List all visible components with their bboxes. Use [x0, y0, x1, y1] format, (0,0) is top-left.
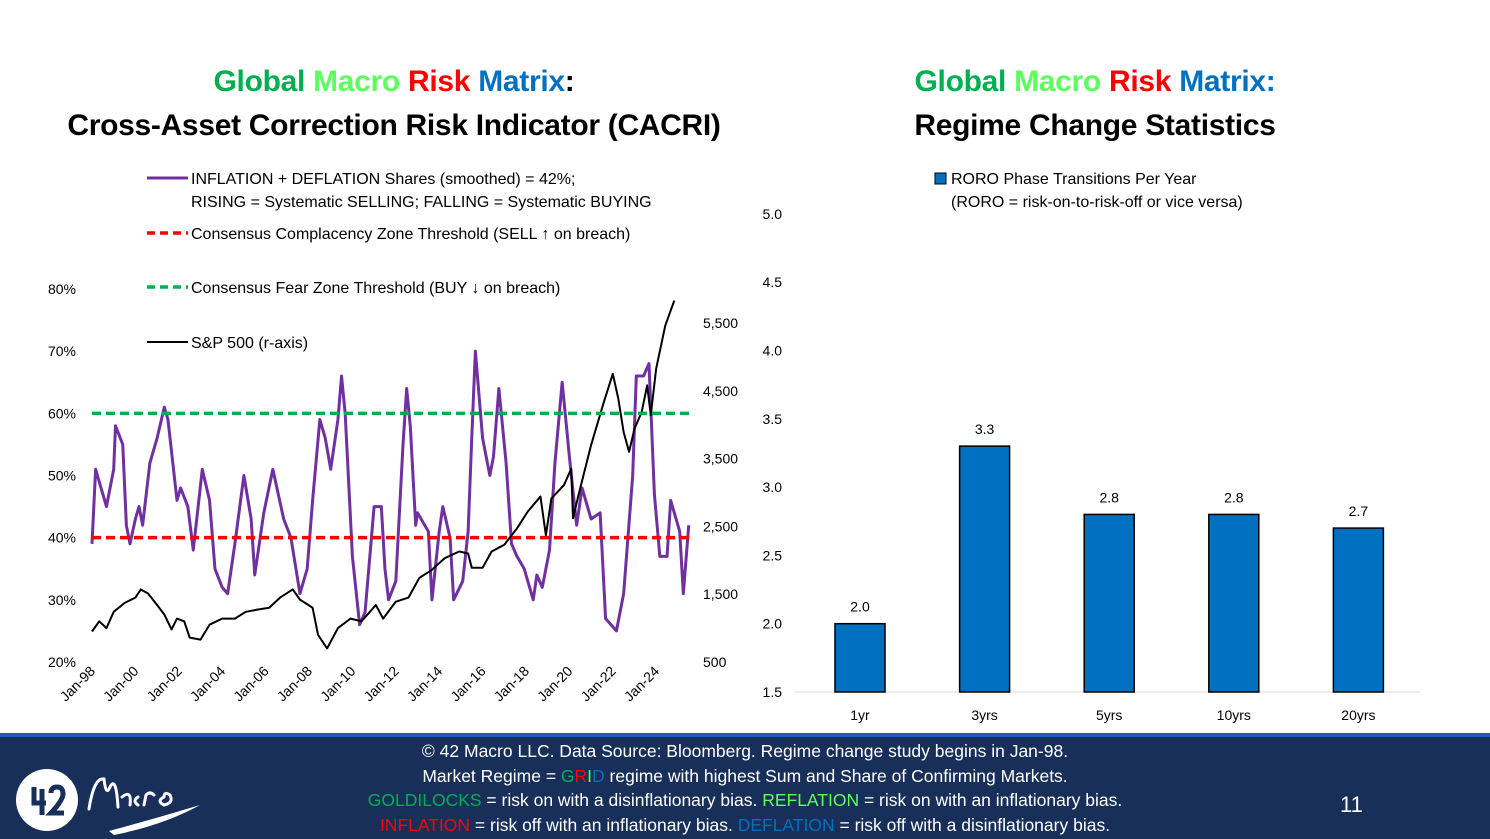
left-chart-title: Global Macro Risk Matrix: Cross-Asset Co…: [0, 60, 788, 148]
grid-i: I: [587, 765, 593, 786]
bar-y-axis-tick: 3.5: [763, 411, 783, 427]
footer-text: = risk on with an inflationary bias.: [859, 790, 1123, 810]
page-number: 11: [1340, 792, 1363, 817]
left-axis-tick: 30%: [48, 592, 76, 608]
footer: © 42 Macro LLC. Data Source: Bloomberg. …: [0, 733, 1490, 839]
left-axis-tick: 20%: [48, 654, 76, 670]
title-matrix: Matrix: [478, 65, 565, 98]
x-axis-tick: Jan-02: [143, 663, 185, 705]
x-axis-tick: Jan-14: [404, 663, 446, 705]
legend-roro-line1: RORO Phase Transitions Per Year: [951, 171, 1197, 188]
goldilocks-label: GOLDILOCKS: [367, 790, 482, 810]
bar-3yrs: [958, 445, 1011, 693]
left-axis-tick: 80%: [48, 281, 76, 297]
footer-text: = risk off with an inflationary bias.: [470, 814, 738, 835]
title-matrix: Matrix: [1179, 65, 1266, 98]
footer-line-4: INFLATION = risk off with an inflationar…: [300, 813, 1190, 838]
inflation-label: INFLATION: [379, 814, 471, 835]
bar-y-axis-tick: 4.0: [763, 343, 783, 359]
title-colon: :: [564, 65, 575, 98]
deflation-label: DEFLATION: [737, 814, 835, 835]
legend-cacri-line2: RISING = Systematic SELLING; FALLING = S…: [191, 194, 652, 211]
legend-complacency: Consensus Complacency Zone Threshold (SE…: [191, 226, 630, 243]
bar-category-label: 20yrs: [1341, 707, 1375, 723]
footer-text: regime with highest Sum and Share of Con…: [604, 765, 1068, 786]
bar-data-label: 2.8: [1224, 489, 1244, 505]
bar-y-axis-tick: 2.5: [763, 547, 783, 563]
bar-category-label: 5yrs: [1096, 707, 1122, 723]
bar-1yr: [834, 622, 886, 693]
bar-y-axis-tick: 2.0: [763, 616, 783, 632]
bar-category-label: 10yrs: [1217, 707, 1251, 723]
reflation-label: REFLATION: [762, 790, 860, 810]
title-risk: Risk: [1109, 65, 1172, 98]
left-chart-subtitle: Cross-Asset Correction Risk Indicator (C…: [67, 109, 721, 142]
footer-text: Market Regime =: [422, 765, 561, 786]
grid-g: G: [560, 765, 575, 786]
x-axis-tick: Jan-16: [447, 663, 489, 705]
right-axis-tick: 1,500: [703, 586, 738, 602]
bar-data-label: 2.8: [1099, 489, 1119, 505]
left-axis-tick: 40%: [48, 530, 76, 546]
legend-fear: Consensus Fear Zone Threshold (BUY ↓ on …: [191, 280, 560, 297]
title-risk: Risk: [408, 65, 471, 98]
bar-10yrs: [1208, 513, 1260, 693]
bar-5yrs: [1083, 513, 1135, 693]
x-axis-tick: Jan-12: [360, 663, 402, 705]
footer-line-2: Market Regime = GRID regime with highest…: [300, 764, 1190, 789]
x-axis-tick: Jan-10: [317, 663, 359, 705]
bar-data-label: 2.7: [1349, 503, 1369, 519]
cacri-line-chart: 20% 30% 40% 50% 60% 70% 80% 500 1,500 2,500 3,500 4…: [48, 281, 738, 704]
footer-line-1: © 42 Macro LLC. Data Source: Bloomberg. …: [421, 741, 1069, 761]
x-axis-tick: Jan-22: [577, 663, 619, 705]
title-global: Global: [914, 65, 1007, 98]
left-axis-tick: 50%: [48, 468, 76, 484]
footer-line-3: GOLDILOCKS = risk on with a disinflation…: [300, 788, 1190, 813]
x-axis-tick: Jan-06: [230, 663, 272, 705]
left-axis-tick: 70%: [48, 343, 76, 359]
x-axis-tick: Jan-04: [187, 663, 229, 705]
left-axis-tick: 60%: [48, 405, 76, 421]
x-axis-tick: Jan-08: [274, 663, 316, 705]
right-legend: RORO Phase Transitions Per Year (RORO = …: [934, 171, 1243, 211]
bar-y-axis-tick: 3.0: [763, 479, 783, 495]
sp500-series-line: [91, 300, 676, 650]
charts-canvas: 20% 30% 40% 50% 60% 70% 80% 500 1,500 2,500 3,500 4…: [48, 171, 1420, 723]
x-axis-tick: Jan-24: [621, 663, 663, 705]
grid-r: R: [574, 765, 588, 786]
title-macro: Macro: [1014, 65, 1101, 98]
bar-y-axis-tick: 1.5: [763, 684, 783, 700]
bar-data-label: 2.0: [850, 599, 870, 615]
footer-text: = risk off with a disinflationary bias.: [834, 814, 1111, 835]
x-axis-tick: Jan-20: [534, 663, 576, 705]
42-macro-logo: [16, 769, 200, 835]
bar-y-axis-tick: 4.5: [763, 274, 783, 290]
x-axis-tick: Jan-18: [491, 663, 533, 705]
legend-roro-line2: (RORO = risk-on-to-risk-off or vice vers…: [951, 194, 1243, 211]
legend-swatch-roro: [934, 172, 947, 185]
cacri-series-line: [90, 349, 691, 633]
right-axis-tick: 3,500: [703, 451, 738, 467]
regime-bar-chart: 1.5 2.0 2.5 3.0 3.5 4.0 4.5 5.0 2.0 1yr 3.3 3yrs 2.8…: [763, 206, 1420, 723]
legend-sp500: S&P 500 (r-axis): [191, 335, 308, 352]
right-axis-tick: 2,500: [703, 518, 738, 534]
bar-20yrs: [1332, 527, 1385, 693]
right-chart-subtitle: Regime Change Statistics: [914, 109, 1276, 142]
footer-text: = risk on with a disinflationary bias.: [481, 790, 763, 810]
left-legend: INFLATION + DEFLATION Shares (smoothed) …: [147, 171, 652, 352]
bar-y-axis-tick: 5.0: [763, 206, 783, 222]
title-macro: Macro: [313, 65, 400, 98]
legend-cacri-line1: INFLATION + DEFLATION Shares (smoothed) …: [191, 171, 575, 188]
right-chart-title: Global Macro Risk Matrix: Regime Change …: [795, 60, 1395, 148]
right-axis-tick: 500: [703, 654, 727, 670]
title-colon: :: [1265, 65, 1276, 98]
grid-d: D: [592, 765, 605, 786]
bar-data-label: 3.3: [975, 421, 995, 437]
title-global: Global: [213, 65, 306, 98]
bar-category-label: 3yrs: [971, 707, 997, 723]
right-axis-tick: 5,500: [703, 315, 738, 331]
right-axis-tick: 4,500: [703, 383, 738, 399]
bar-category-label: 1yr: [850, 707, 870, 723]
x-axis-tick: Jan-00: [100, 663, 142, 705]
